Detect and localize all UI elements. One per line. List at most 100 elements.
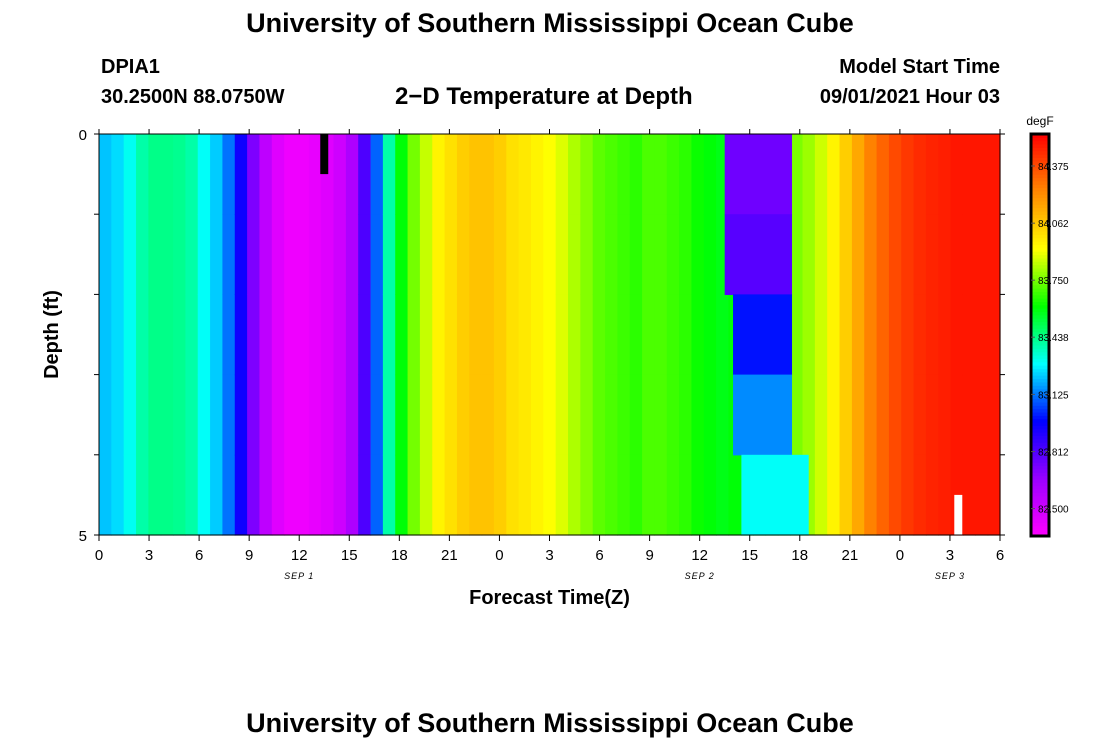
heatmap-cell	[851, 214, 865, 295]
heatmap-cell	[629, 374, 643, 456]
heatmap-cell	[173, 134, 186, 215]
colorbar-segment	[1031, 351, 1049, 356]
colorbar-segment	[1031, 335, 1049, 339]
colorbar-segment	[1031, 271, 1049, 276]
heatmap-markers	[320, 134, 963, 535]
heatmap-cell	[210, 214, 224, 295]
date-label: SEP 1	[284, 571, 314, 581]
colorbar-segment	[1031, 157, 1049, 162]
colorbar-segment	[1031, 502, 1049, 507]
x-tick-label: 18	[391, 547, 408, 564]
heatmap-cell	[530, 374, 544, 456]
colorbar-segment	[1031, 381, 1049, 386]
heatmap-cell	[580, 454, 594, 536]
page-title: University of Southern Mississippi Ocean…	[246, 8, 854, 38]
heatmap-cell	[382, 294, 396, 376]
heatmap-cell	[592, 134, 606, 215]
heatmap-cell	[123, 294, 137, 376]
colorbar-segment	[1031, 365, 1049, 369]
heatmap-cell	[962, 134, 976, 215]
colorbar-segment	[1031, 144, 1049, 148]
heatmap-cell	[691, 214, 705, 295]
heatmap-cell	[419, 294, 433, 376]
heatmap-cell	[432, 294, 446, 376]
heatmap-cell	[481, 214, 495, 295]
heatmap-cell	[160, 454, 174, 536]
heatmap-cell	[543, 134, 557, 215]
heatmap-cell	[160, 214, 174, 295]
colorbar-segment	[1031, 482, 1049, 487]
y-axis-label: Depth (ft)	[41, 290, 63, 379]
heatmap-cell	[259, 454, 273, 536]
heatmap-cell	[444, 134, 458, 215]
heatmap-cell	[876, 294, 890, 376]
colorbar-segment	[1031, 304, 1049, 309]
heatmap-cell	[395, 374, 409, 456]
x-tick-label: 3	[145, 547, 153, 564]
heatmap-cell	[419, 374, 433, 456]
heatmap-cell	[345, 294, 359, 376]
heatmap-cell	[333, 454, 347, 536]
model-start-label: Model Start Time	[839, 56, 1000, 78]
heatmap-cell	[321, 374, 335, 456]
colorbar-segment	[1031, 164, 1049, 168]
heatmap-cell	[506, 134, 520, 215]
heatmap-cell	[506, 294, 520, 376]
heatmap-cell	[197, 374, 211, 456]
heatmap-cell	[148, 134, 162, 215]
heatmap-cell	[222, 134, 236, 215]
colorbar-segment	[1031, 244, 1049, 249]
heatmap-cell	[481, 454, 495, 536]
heatmap-cell	[333, 294, 347, 376]
heatmap-cell	[493, 454, 507, 536]
heatmap-cell	[592, 374, 606, 456]
colorbar-segment	[1031, 512, 1049, 517]
heatmap-cell	[234, 454, 248, 536]
colorbar-segment	[1031, 442, 1049, 447]
heatmap-cell	[629, 454, 643, 536]
heatmap-cell	[99, 134, 112, 215]
heatmap-cell	[111, 134, 125, 215]
colorbar-segment	[1031, 341, 1049, 346]
colorbar-segment	[1031, 284, 1049, 289]
heatmap-cell	[296, 374, 310, 456]
heatmap-cell	[530, 134, 544, 215]
colorbar-segment	[1031, 184, 1049, 189]
colorbar-tick-label: 83.125	[1038, 390, 1069, 401]
chart-axes: 0 3 6 9 12 15 18 21 0 3 6 9 12 15 18 21 0 3 6 SEP 1 SEP 2 SEP…	[79, 127, 1005, 581]
x-tick-label: 0	[896, 547, 904, 564]
heatmap-cell	[543, 214, 557, 295]
x-tick-label: 6	[595, 547, 603, 564]
heatmap-cell	[962, 374, 976, 456]
colorbar-tick-label: 83.438	[1038, 333, 1069, 344]
colorbar-segment	[1031, 525, 1049, 530]
colorbar-segment	[1031, 412, 1049, 416]
colorbar-segment	[1031, 331, 1049, 336]
heatmap-cell	[284, 294, 298, 376]
heatmap-cell	[555, 134, 569, 215]
heatmap-cell	[938, 374, 952, 456]
heatmap-cell	[839, 214, 853, 295]
heatmap-cell	[247, 294, 261, 376]
heatmap-cell	[617, 134, 631, 215]
heatmap-cell	[444, 294, 458, 376]
x-tick-label: 21	[441, 547, 458, 564]
heatmap-cell	[210, 374, 224, 456]
heatmap-cell	[469, 374, 483, 456]
colorbar-segment	[1031, 291, 1049, 296]
heatmap-cell	[123, 214, 137, 295]
heatmap-cell	[160, 134, 174, 215]
heatmap-cell	[679, 134, 693, 215]
colorbar-segment	[1031, 472, 1049, 477]
colorbar-segment	[1031, 438, 1049, 443]
colorbar-tick-label: 82.500	[1038, 505, 1069, 516]
heatmap-cell	[987, 214, 1001, 295]
colorbar-unit: degF	[1026, 114, 1053, 128]
heatmap-cell	[827, 134, 841, 215]
heatmap-cell	[568, 454, 581, 536]
heatmap-cell	[333, 374, 347, 456]
heatmap-cell	[271, 134, 285, 215]
heatmap-cell	[296, 214, 310, 295]
heatmap-cell	[580, 374, 594, 456]
heatmap-cell	[950, 134, 964, 215]
